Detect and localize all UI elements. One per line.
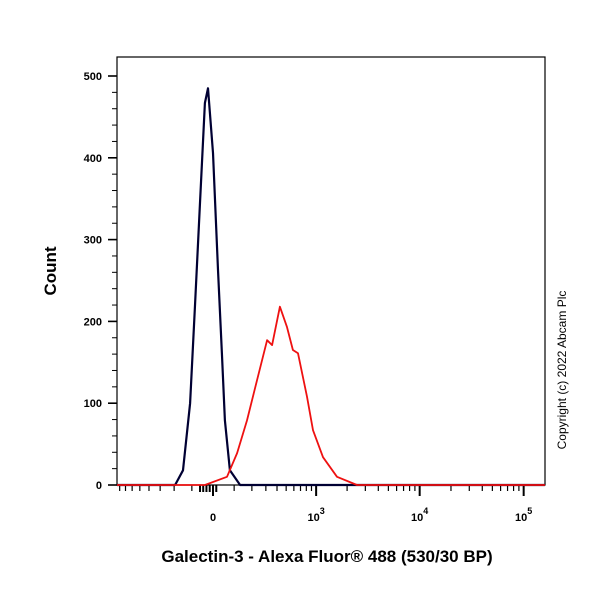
- x-tick-label: 105: [515, 506, 532, 524]
- x-axis: 0 103 104 105: [119, 485, 532, 524]
- y-tick-label: 500: [84, 71, 102, 83]
- x-axis-title: Galectin-3 - Alexa Fluor® 488 (530/30 BP…: [161, 547, 492, 566]
- control-histogram-line: [117, 87, 545, 487]
- galectin-3-histogram-line: [117, 305, 545, 486]
- x-tick-label: 0: [210, 512, 216, 524]
- y-tick-label: 100: [84, 398, 102, 410]
- series-group: [117, 87, 545, 487]
- y-tick-label: 200: [84, 316, 102, 328]
- plot-frame: [116, 56, 546, 486]
- copyright-text: Copyright (c) 2022 Abcam Plc: [555, 291, 569, 450]
- y-tick-label: 400: [84, 153, 102, 165]
- x-tick-label: 103: [308, 506, 325, 524]
- x-tick-label: 104: [411, 506, 428, 524]
- y-tick-label: 300: [84, 235, 102, 247]
- x-tick-exponent: 5: [527, 506, 532, 516]
- y-axis: 0 100 200 300 400 500: [84, 71, 117, 492]
- x-tick-exponent: 4: [423, 506, 428, 516]
- y-axis-title: Count: [41, 246, 60, 295]
- y-tick-label: 0: [96, 480, 102, 492]
- x-tick-exponent: 3: [320, 506, 325, 516]
